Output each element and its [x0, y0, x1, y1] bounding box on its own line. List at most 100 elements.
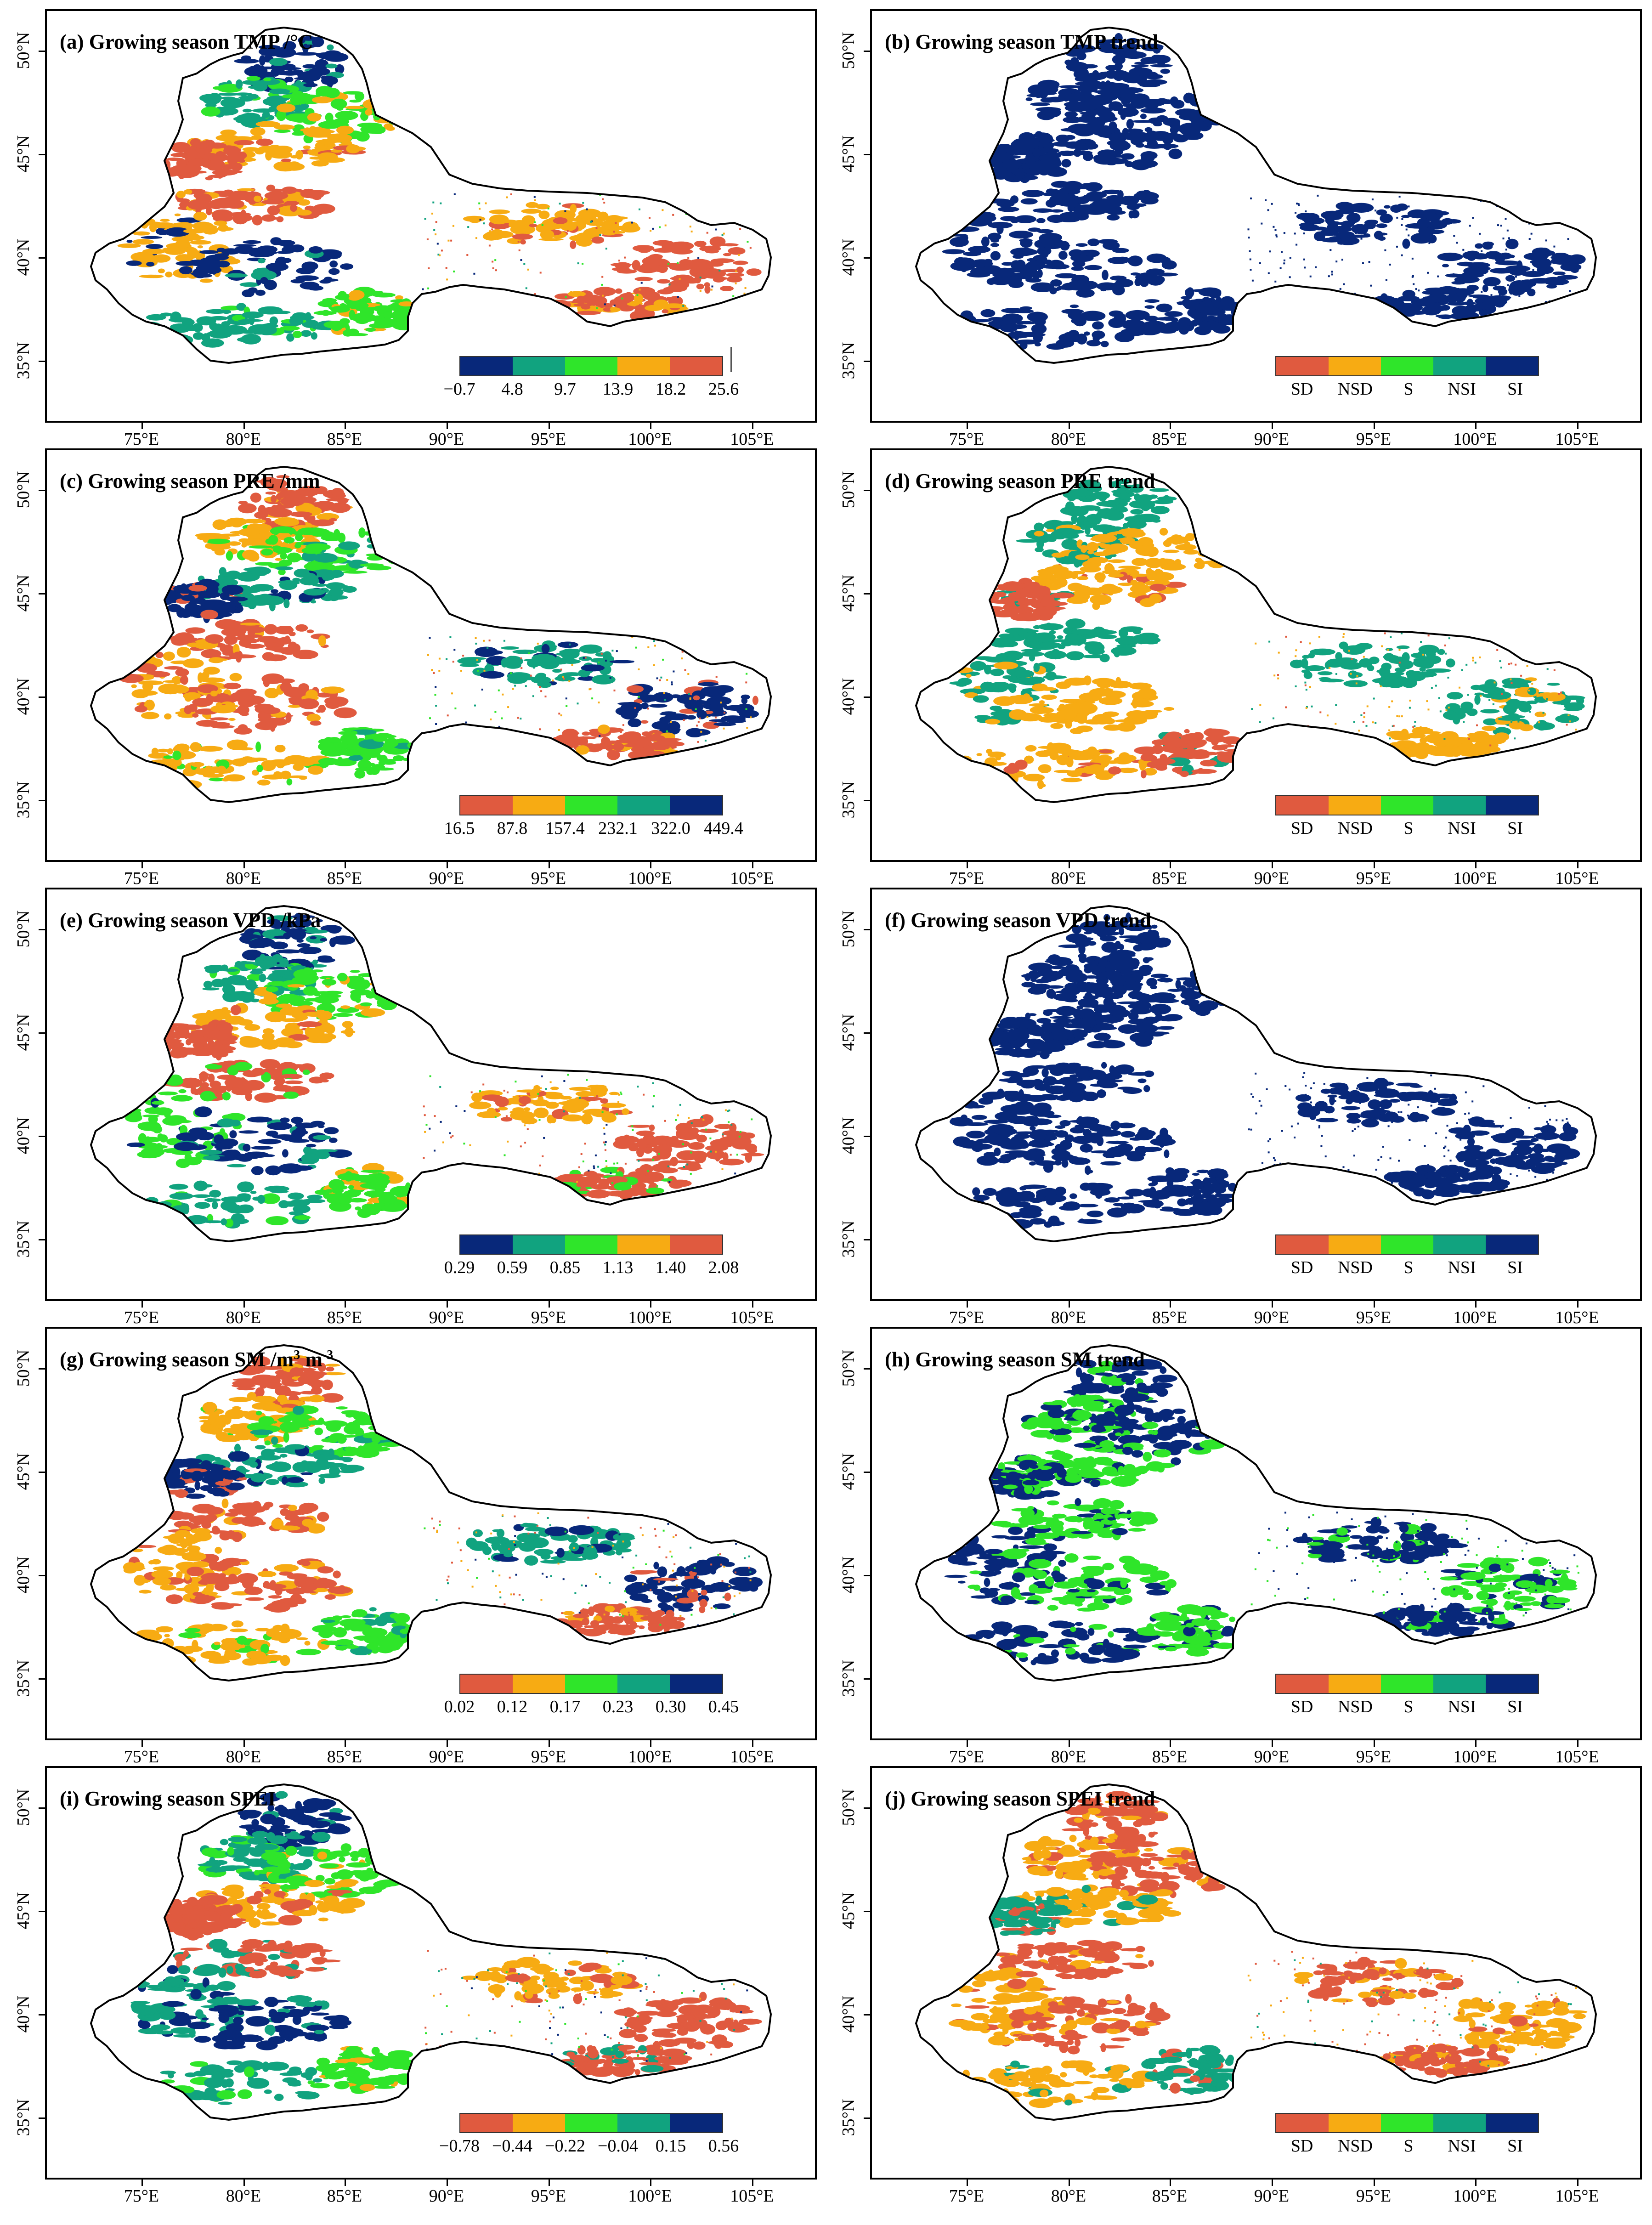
raster-patch [383, 123, 393, 130]
raster-speckle [566, 705, 568, 707]
raster-speckle [488, 640, 491, 642]
raster-patch [1029, 167, 1053, 174]
raster-patch [266, 184, 276, 192]
raster-patch [294, 544, 301, 549]
raster-patch [605, 304, 612, 308]
raster-patch [1001, 313, 1023, 323]
raster-patch [208, 722, 231, 726]
raster-patch [1073, 148, 1082, 157]
raster-speckle [1305, 707, 1307, 709]
raster-patch [261, 214, 276, 222]
raster-patch [1080, 566, 1101, 572]
raster-patch [362, 979, 370, 989]
raster-speckle [1408, 205, 1410, 208]
raster-patch [238, 528, 261, 536]
raster-patch [1211, 736, 1219, 746]
raster-speckle [716, 249, 718, 251]
raster-patch [174, 222, 193, 229]
raster-patch [1447, 692, 1463, 700]
raster-patch [1016, 139, 1041, 148]
raster-speckle [422, 288, 424, 290]
legend-swatch [513, 796, 565, 815]
raster-speckle [1545, 239, 1547, 242]
raster-patch [1119, 493, 1131, 500]
raster-speckle [483, 640, 485, 642]
raster-patch [1061, 750, 1084, 757]
raster-patch [1184, 729, 1190, 734]
raster-speckle [453, 649, 456, 651]
raster-speckle [1512, 647, 1514, 649]
raster-patch [233, 651, 243, 657]
raster-speckle [700, 730, 702, 733]
raster-patch [164, 227, 190, 237]
x-tick-label: 105°E [1555, 430, 1599, 449]
raster-speckle [435, 686, 437, 688]
raster-speckle [673, 670, 675, 673]
region-map [915, 26, 1597, 364]
raster-patch [303, 588, 326, 596]
x-tick-mark [447, 423, 448, 429]
raster-speckle [1499, 660, 1501, 662]
raster-patch [1001, 262, 1014, 266]
raster-patch [297, 486, 320, 497]
raster-speckle [1387, 649, 1389, 651]
raster-patch [1014, 215, 1036, 223]
raster-patch [323, 759, 332, 763]
raster-speckle [544, 696, 547, 697]
raster-speckle [1412, 275, 1414, 277]
raster-patch [986, 278, 996, 285]
raster-speckle [521, 305, 524, 307]
raster-speckle [521, 229, 523, 231]
raster-patch [321, 686, 345, 694]
raster-patch [338, 541, 360, 550]
raster-speckle [494, 711, 497, 713]
raster-speckle [1388, 729, 1391, 731]
raster-patch [190, 1047, 203, 1051]
raster-patch [1076, 289, 1095, 298]
raster-patch [1110, 275, 1127, 281]
raster-patch [1341, 221, 1353, 226]
raster-speckle [620, 731, 622, 733]
raster-patch [507, 674, 528, 684]
raster-speckle [1247, 228, 1250, 231]
raster-patch [201, 1095, 217, 1099]
raster-patch [132, 231, 150, 236]
raster-patch [132, 319, 142, 327]
raster-patch [301, 547, 322, 554]
raster-patch [1092, 70, 1099, 80]
raster-patch [569, 649, 581, 654]
raster-speckle [690, 230, 693, 232]
raster-speckle [696, 725, 698, 727]
raster-patch [612, 216, 628, 220]
raster-speckle [1324, 233, 1326, 235]
raster-speckle [1363, 656, 1365, 658]
raster-patch [257, 779, 271, 786]
raster-patch [206, 255, 229, 261]
raster-patch [1019, 342, 1028, 350]
raster-patch [640, 720, 649, 724]
raster-patch [1115, 677, 1121, 687]
raster-patch [294, 52, 319, 56]
raster-patch [1086, 542, 1099, 552]
raster-patch [310, 519, 335, 527]
raster-patch [227, 541, 241, 546]
raster-patch [310, 936, 317, 940]
raster-patch [976, 753, 982, 756]
raster-patch [537, 682, 545, 687]
raster-patch [972, 776, 979, 780]
raster-patch [205, 102, 217, 108]
raster-speckle [1309, 275, 1312, 277]
raster-speckle [1261, 222, 1263, 225]
raster-patch [1498, 288, 1508, 295]
raster-speckle [654, 645, 656, 647]
raster-speckle [1448, 637, 1450, 640]
raster-patch [256, 245, 278, 254]
raster-speckle [570, 730, 572, 733]
raster-patch [1194, 299, 1205, 302]
raster-patch [309, 67, 330, 76]
raster-patch [395, 295, 403, 300]
raster-patch [355, 317, 369, 324]
raster-patch [192, 713, 199, 718]
raster-patch [333, 1013, 353, 1017]
raster-patch [299, 776, 307, 780]
